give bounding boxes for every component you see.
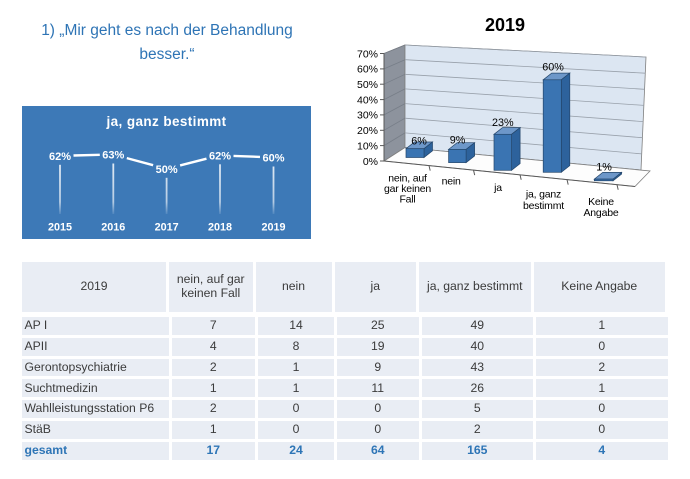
svg-text:30%: 30% xyxy=(357,110,378,122)
svg-text:gar keinen: gar keinen xyxy=(384,183,431,195)
svg-text:20%: 20% xyxy=(357,125,378,137)
svg-text:62%: 62% xyxy=(209,150,231,162)
svg-text:ja: ja xyxy=(493,182,502,194)
svg-text:2017: 2017 xyxy=(155,222,179,234)
svg-text:2015: 2015 xyxy=(48,222,72,234)
svg-text:60%: 60% xyxy=(262,153,284,165)
svg-text:ja, ganz bestimmt: ja, ganz bestimmt xyxy=(105,114,226,129)
svg-text:Fall: Fall xyxy=(399,194,415,206)
svg-text:63%: 63% xyxy=(102,150,124,162)
svg-text:ja, ganz: ja, ganz xyxy=(525,189,561,201)
svg-text:70%: 70% xyxy=(357,48,378,60)
svg-text:nein, auf: nein, auf xyxy=(388,172,427,184)
svg-text:0%: 0% xyxy=(363,156,378,168)
svg-text:10%: 10% xyxy=(357,140,378,152)
svg-text:nein: nein xyxy=(442,176,461,188)
svg-text:62%: 62% xyxy=(49,151,71,163)
svg-text:50%: 50% xyxy=(156,164,178,176)
svg-text:Keine: Keine xyxy=(588,196,614,208)
svg-text:2018: 2018 xyxy=(208,222,232,234)
svg-text:40%: 40% xyxy=(357,94,378,106)
svg-text:2019: 2019 xyxy=(261,222,285,234)
svg-text:2016: 2016 xyxy=(101,222,125,234)
svg-text:50%: 50% xyxy=(357,79,378,91)
svg-text:60%: 60% xyxy=(357,64,378,76)
svg-text:Angabe: Angabe xyxy=(583,207,618,219)
svg-text:60%: 60% xyxy=(542,61,564,73)
svg-text:9%: 9% xyxy=(450,134,466,146)
svg-text:23%: 23% xyxy=(492,117,514,129)
svg-text:1%: 1% xyxy=(596,161,612,173)
svg-text:6%: 6% xyxy=(411,135,427,147)
svg-text:bestimmt: bestimmt xyxy=(523,200,564,212)
